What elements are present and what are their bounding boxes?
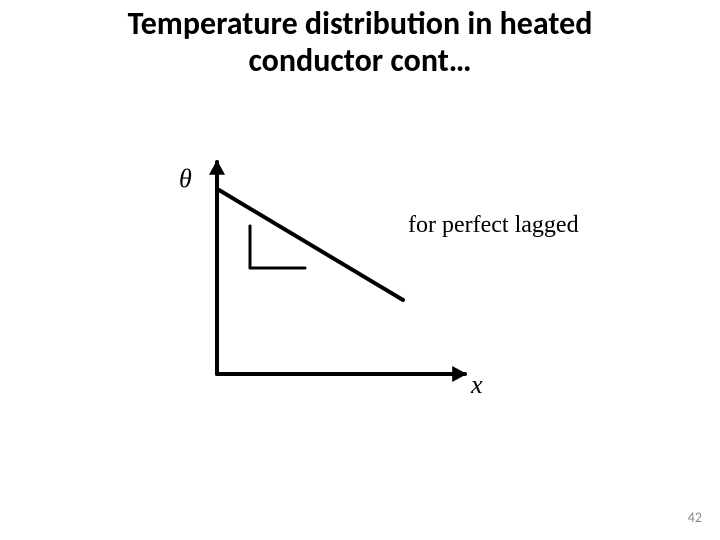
page-number: 42: [688, 509, 702, 526]
slide-title: Temperature distribution in heated condu…: [0, 0, 720, 80]
title-line-1: Temperature distribution in heated: [128, 4, 593, 43]
y-axis-label-theta: θ: [179, 164, 192, 194]
title-line-2: conductor cont…: [248, 41, 471, 80]
x-axis-label-x: x: [471, 370, 483, 400]
figure-container: θ x: [145, 150, 475, 410]
axes-diagram: [145, 150, 475, 410]
annotation-perfect-lagged: for perfect lagged: [408, 212, 579, 239]
